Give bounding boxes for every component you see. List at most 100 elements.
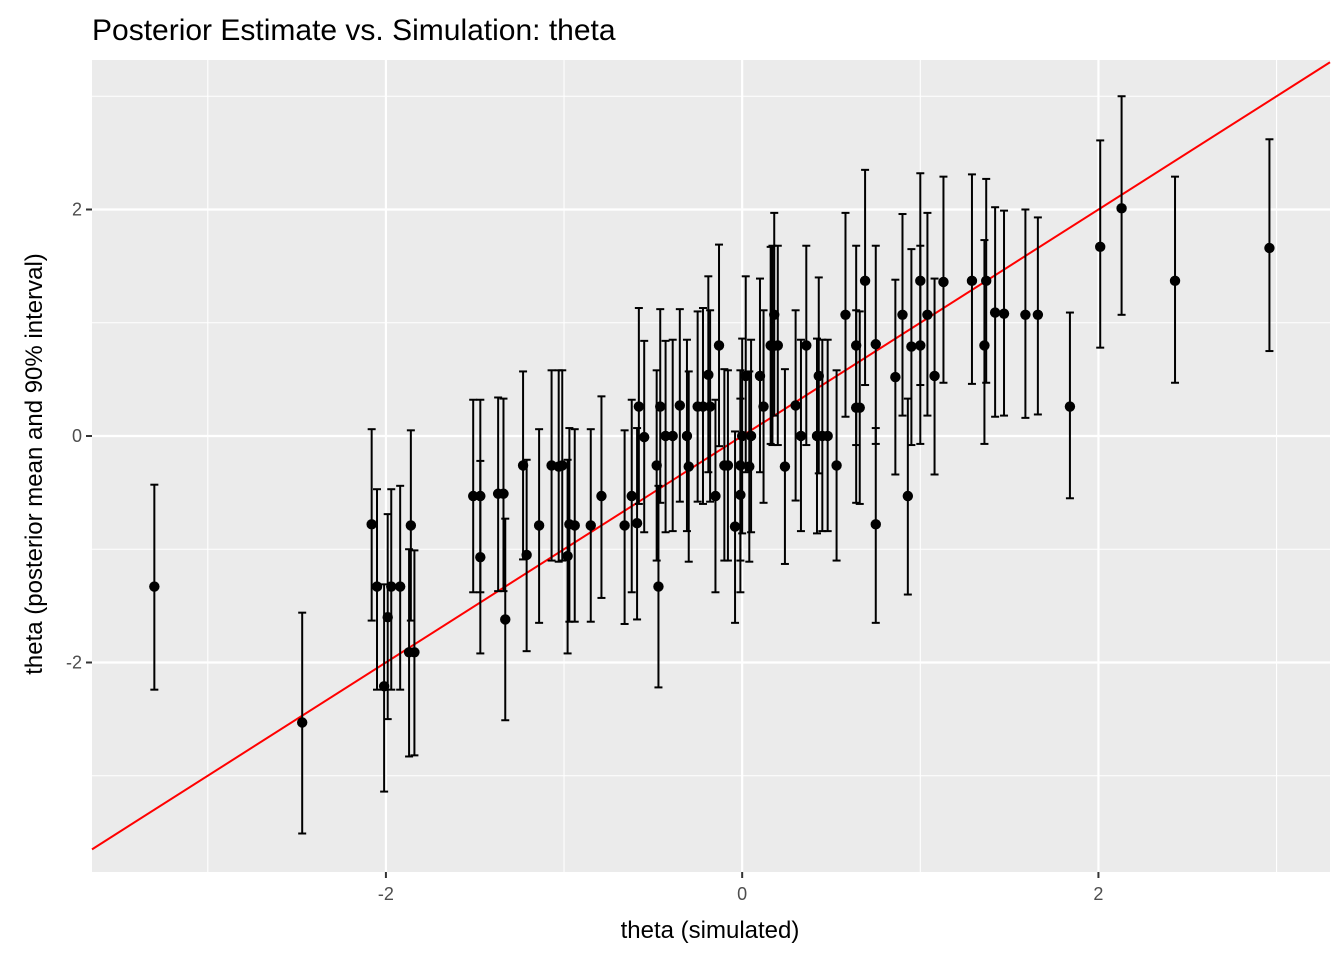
data-point bbox=[517, 460, 529, 471]
data-point bbox=[735, 460, 746, 471]
y-tick-label: 0 bbox=[72, 426, 82, 446]
data-point bbox=[938, 276, 949, 288]
data-point bbox=[681, 430, 693, 442]
data-point bbox=[371, 581, 383, 592]
data-point bbox=[929, 370, 940, 382]
data-point bbox=[639, 431, 650, 443]
data-points bbox=[149, 203, 1275, 728]
data-point bbox=[915, 340, 926, 351]
data-point bbox=[660, 430, 671, 442]
data-point bbox=[533, 520, 545, 531]
data-point bbox=[744, 461, 755, 472]
data-point bbox=[569, 520, 580, 531]
data-point bbox=[754, 370, 766, 382]
data-point bbox=[795, 430, 807, 442]
data-point bbox=[562, 550, 573, 562]
x-axis-title: theta (simulated) bbox=[621, 917, 800, 944]
data-point bbox=[769, 309, 780, 321]
data-point bbox=[831, 460, 842, 471]
chart-title: Posterior Estimate vs. Simulation: theta bbox=[92, 14, 616, 47]
data-point bbox=[596, 490, 607, 502]
data-point bbox=[500, 614, 511, 625]
data-point bbox=[704, 401, 716, 412]
data-point bbox=[1020, 309, 1031, 321]
data-point bbox=[467, 490, 479, 502]
data-point bbox=[915, 275, 926, 287]
data-point bbox=[697, 401, 709, 412]
x-tick-label: 0 bbox=[737, 884, 747, 904]
data-point bbox=[386, 581, 397, 592]
data-point bbox=[296, 717, 308, 728]
data-point bbox=[989, 307, 1001, 318]
y-axis-ticks: -2 0 2 bbox=[66, 199, 92, 672]
data-point bbox=[870, 339, 881, 350]
data-point bbox=[897, 309, 908, 321]
data-point bbox=[998, 308, 1010, 319]
data-point bbox=[683, 461, 694, 472]
data-point bbox=[722, 460, 734, 471]
data-point bbox=[710, 490, 721, 502]
data-point bbox=[758, 401, 769, 412]
data-point bbox=[854, 402, 865, 413]
data-point bbox=[801, 340, 812, 351]
data-point bbox=[740, 370, 751, 382]
data-point bbox=[149, 581, 160, 592]
data-point bbox=[475, 490, 486, 502]
data-point bbox=[409, 647, 420, 658]
data-point bbox=[906, 341, 917, 352]
data-point bbox=[1032, 309, 1044, 321]
y-axis-title: theta (posterior mean and 90% interval) bbox=[21, 253, 48, 675]
x-axis-ticks: -2 0 2 bbox=[378, 872, 1103, 904]
data-point bbox=[981, 275, 992, 287]
data-point bbox=[703, 369, 714, 381]
data-point bbox=[736, 430, 748, 442]
data-point bbox=[1095, 241, 1106, 253]
y-tick-label: -2 bbox=[66, 652, 82, 672]
data-point bbox=[655, 401, 666, 412]
data-point bbox=[521, 549, 532, 561]
data-point bbox=[619, 520, 630, 531]
data-point bbox=[870, 519, 881, 530]
data-point bbox=[378, 681, 390, 692]
y-tick-label: 2 bbox=[72, 199, 82, 219]
data-point bbox=[735, 489, 746, 501]
data-point bbox=[405, 520, 417, 531]
data-point bbox=[902, 490, 914, 502]
data-point bbox=[674, 400, 686, 411]
data-point bbox=[585, 520, 596, 531]
data-point bbox=[729, 521, 741, 532]
data-point bbox=[1264, 242, 1275, 254]
data-point bbox=[1116, 203, 1127, 214]
data-point bbox=[366, 519, 377, 530]
data-point bbox=[922, 309, 933, 321]
data-point bbox=[475, 551, 486, 563]
data-point bbox=[382, 611, 393, 623]
data-point bbox=[850, 340, 862, 351]
data-point bbox=[966, 275, 978, 287]
data-point bbox=[651, 460, 662, 471]
x-tick-label: -2 bbox=[378, 884, 394, 904]
data-point bbox=[1169, 275, 1181, 287]
data-point bbox=[394, 581, 406, 592]
data-point bbox=[557, 460, 568, 471]
data-point bbox=[822, 430, 833, 442]
data-point bbox=[745, 430, 757, 442]
data-point bbox=[633, 401, 645, 412]
data-point bbox=[840, 309, 851, 321]
data-point bbox=[859, 275, 871, 287]
data-point bbox=[626, 490, 637, 502]
x-tick-label: 2 bbox=[1093, 884, 1103, 904]
data-point bbox=[779, 461, 791, 472]
data-point bbox=[667, 430, 678, 442]
data-point bbox=[1064, 401, 1076, 412]
data-point bbox=[653, 581, 664, 592]
data-point bbox=[813, 370, 824, 382]
data-point bbox=[772, 340, 783, 351]
data-point bbox=[498, 488, 509, 499]
data-point bbox=[790, 400, 801, 411]
data-point bbox=[890, 371, 901, 383]
data-point bbox=[979, 340, 990, 351]
data-point bbox=[631, 517, 643, 529]
data-point bbox=[713, 340, 725, 351]
